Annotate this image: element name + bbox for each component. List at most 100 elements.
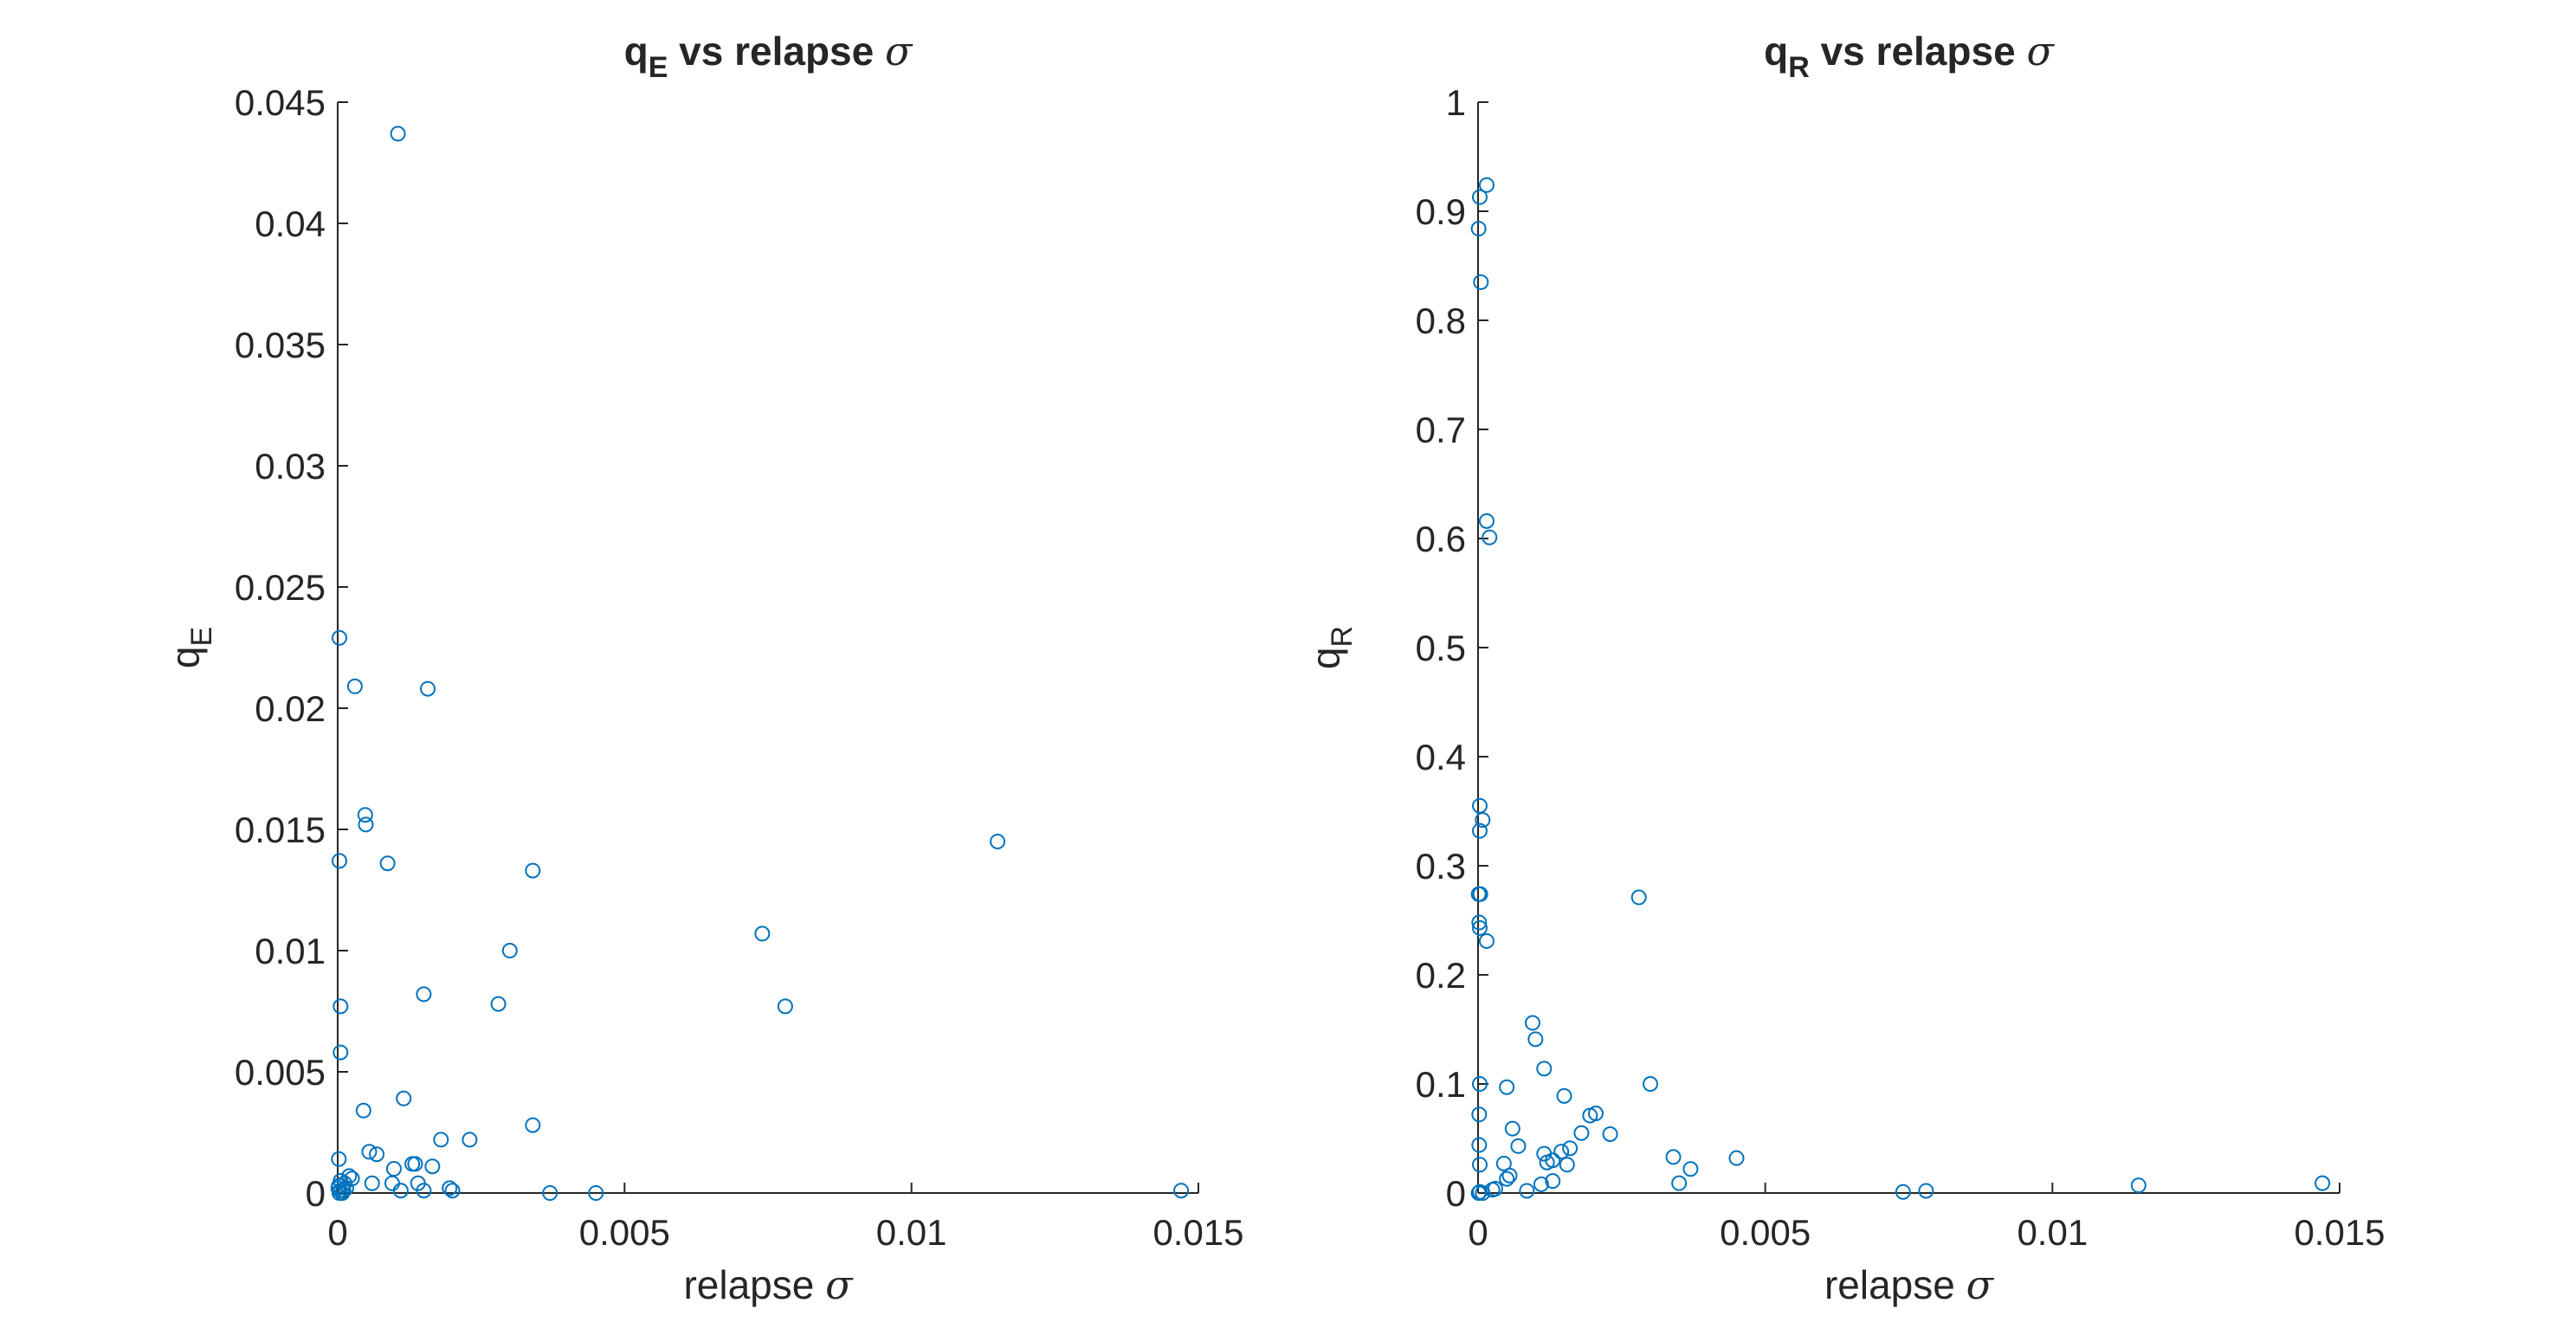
scatter-point	[462, 1132, 478, 1148]
scatter-point	[2315, 1175, 2331, 1191]
x-axis-label: relapse σ	[1824, 1261, 1995, 1308]
scatter-point	[1475, 812, 1491, 829]
y-tick-label: 0.005	[235, 1052, 326, 1093]
scatter-point	[1895, 1183, 1911, 1200]
scatter-point	[369, 1146, 385, 1163]
scatter-point	[1482, 529, 1498, 545]
scatter-point	[1470, 1185, 1487, 1201]
scatter-point	[1556, 1087, 1572, 1104]
scatter-point	[1499, 1079, 1515, 1095]
scatter-point	[416, 1183, 432, 1199]
y-tick-label: 0.7	[1416, 410, 1466, 450]
scatter-point	[433, 1132, 449, 1148]
y-tick-label: 0.015	[235, 809, 326, 850]
scatter-points	[330, 126, 1190, 1201]
scatter-point	[392, 1183, 409, 1199]
x-tick-label: 0	[1468, 1212, 1488, 1253]
y-tick-label: 0	[306, 1173, 326, 1214]
scatter-point	[1173, 1183, 1190, 1199]
scatter-point	[1471, 1137, 1488, 1153]
x-axis-label: relapse σ	[683, 1261, 854, 1308]
scatter-point	[588, 1185, 604, 1201]
y-tick-label: 0.2	[1416, 955, 1466, 996]
scatter-point	[1533, 1176, 1549, 1192]
scatter-point	[1471, 797, 1488, 814]
scatter-point	[424, 1158, 441, 1175]
x-ticks: 0 0.005 0.01 0.015	[327, 1183, 1244, 1253]
scatter-point	[1643, 1076, 1658, 1092]
scatter-point	[357, 807, 373, 823]
title-subscript: R	[1788, 51, 1810, 84]
y-tick-label: 0.1	[1416, 1064, 1466, 1105]
scatter-point	[1665, 1149, 1682, 1165]
x-tick-label: 0.005	[579, 1212, 670, 1253]
scatter-point	[1501, 1167, 1518, 1183]
scatter-point	[777, 998, 793, 1015]
y-tick-label: 0.9	[1416, 191, 1466, 232]
x-tick-label: 0.01	[876, 1212, 947, 1253]
y-tick-label: 0.035	[235, 325, 326, 365]
scatter-point	[355, 1102, 371, 1119]
scatter-point	[1545, 1173, 1561, 1190]
scatter-point	[1630, 889, 1647, 906]
axes	[337, 102, 1198, 1194]
scatter-point	[407, 1156, 423, 1172]
scatter-point	[1682, 1161, 1699, 1177]
x-tick-label: 0.01	[2017, 1212, 2088, 1253]
scatter-point	[442, 1180, 458, 1196]
scatter-point	[1478, 932, 1495, 949]
scatter-point	[332, 998, 349, 1015]
scatter-point	[1471, 1106, 1488, 1123]
scatter-point	[385, 1161, 402, 1177]
y-tick-label: 0.03	[255, 446, 326, 487]
scatter-point	[379, 855, 396, 872]
x-ticks: 0 0.005 0.01 0.015	[1468, 1183, 2386, 1253]
y-axis-label: qR	[1303, 626, 1359, 669]
scatter-point	[1527, 1031, 1544, 1048]
scatter-point	[490, 996, 507, 1012]
y-axis-label: qE	[163, 627, 218, 668]
scatter-point	[416, 986, 432, 1003]
y-tick-label: 0.02	[255, 688, 326, 729]
scatter-point	[1728, 1150, 1745, 1166]
scatter-point	[358, 816, 374, 833]
y-tick-label: 0.4	[1416, 737, 1466, 777]
y-ticks: 0 0.005 0.01 0.015 0.02 0.025 0.03 0.035 0.04 0.0…	[235, 82, 348, 1214]
x-tick-label: 0.005	[1720, 1212, 1811, 1253]
x-tick-label: 0.015	[1152, 1212, 1243, 1253]
scatter-point	[1471, 1157, 1488, 1173]
scatter-point	[2130, 1177, 2147, 1194]
scatter-point	[1471, 822, 1488, 839]
scatter-point	[1918, 1183, 1934, 1199]
scatter-points	[1470, 177, 2331, 1201]
scatter-point	[1536, 1061, 1553, 1077]
scatter-point	[444, 1183, 461, 1199]
scatter-point	[1525, 1015, 1541, 1031]
scatter-point	[1478, 513, 1495, 529]
y-ticks: 0 0.1 0.2 0.3 0.4 0.5 0.6 0.7 0.8 0.9 1	[1416, 82, 1488, 1214]
scatter-point	[525, 1117, 541, 1133]
scatter-point	[754, 925, 771, 942]
scatter-point	[1475, 1185, 1491, 1201]
scatter-point	[334, 1185, 351, 1201]
scatter-point	[1472, 886, 1488, 902]
scatter-point	[501, 943, 518, 958]
scatter-point	[390, 126, 406, 142]
y-tick-label: 0.3	[1416, 846, 1466, 887]
scatter-point	[346, 678, 363, 694]
scatter-point	[396, 1090, 412, 1106]
y-tick-label: 0	[1446, 1173, 1466, 1214]
scatter-point	[1539, 1154, 1555, 1171]
scatter-point	[1582, 1107, 1598, 1124]
y-tick-label: 0.01	[255, 931, 326, 971]
scatter-point	[1471, 914, 1488, 931]
y-tick-label: 0.5	[1416, 628, 1466, 668]
scatter-point	[1504, 1120, 1520, 1137]
scatter-point	[1671, 1175, 1688, 1191]
scatter-point	[1471, 1076, 1488, 1092]
scatter-point	[525, 862, 541, 879]
chart-qr-vs-relapse: qR vs relapse σ 0 0.005 0.01 0.015 00.10.20…	[1303, 28, 2386, 1308]
scatter-point	[1473, 274, 1489, 290]
